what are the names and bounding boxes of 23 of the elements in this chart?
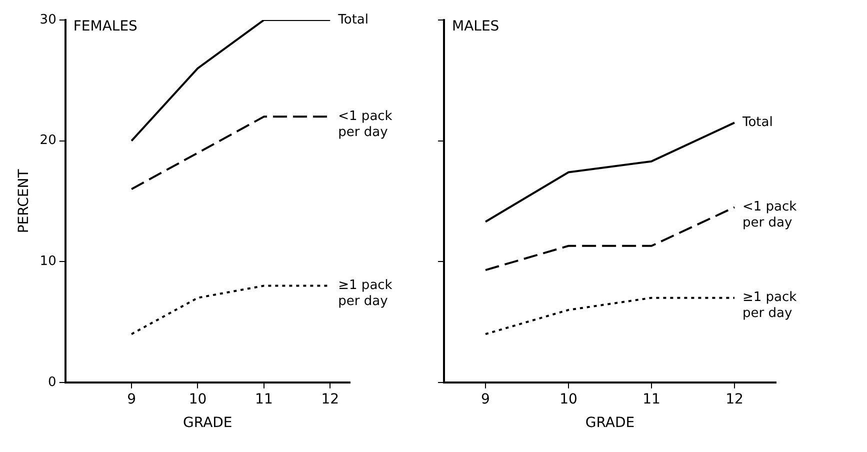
x-axis-title: GRADE [585, 415, 635, 432]
y-axis-title: PERCENT [16, 168, 32, 234]
series-label: <1 pack per day [338, 109, 393, 140]
series-label: <1 pack per day [742, 200, 798, 231]
x-axis-title: GRADE [183, 415, 232, 432]
y-tick-label: 10 [40, 254, 56, 269]
series-label: Total [337, 12, 369, 28]
y-tick-label: 0 [48, 374, 56, 390]
series-label: ≥1 pack per day [742, 290, 798, 322]
y-tick-label: 30 [40, 12, 56, 28]
x-tick-label: 10 [188, 391, 207, 408]
x-tick-label: 11 [642, 391, 660, 408]
series-label: Total [742, 115, 773, 130]
x-tick-label: 12 [726, 391, 744, 408]
series-label: ≥1 pack per day [338, 278, 393, 310]
chart-title: MALES [452, 18, 500, 35]
chart-title: FEMALES [73, 18, 138, 35]
y-tick-label: 20 [40, 133, 56, 148]
x-tick-label: 11 [255, 391, 273, 408]
x-tick-label: 12 [321, 391, 340, 408]
x-tick-label: 9 [127, 391, 136, 408]
x-tick-label: 10 [560, 391, 578, 408]
x-tick-label: 9 [481, 391, 490, 408]
